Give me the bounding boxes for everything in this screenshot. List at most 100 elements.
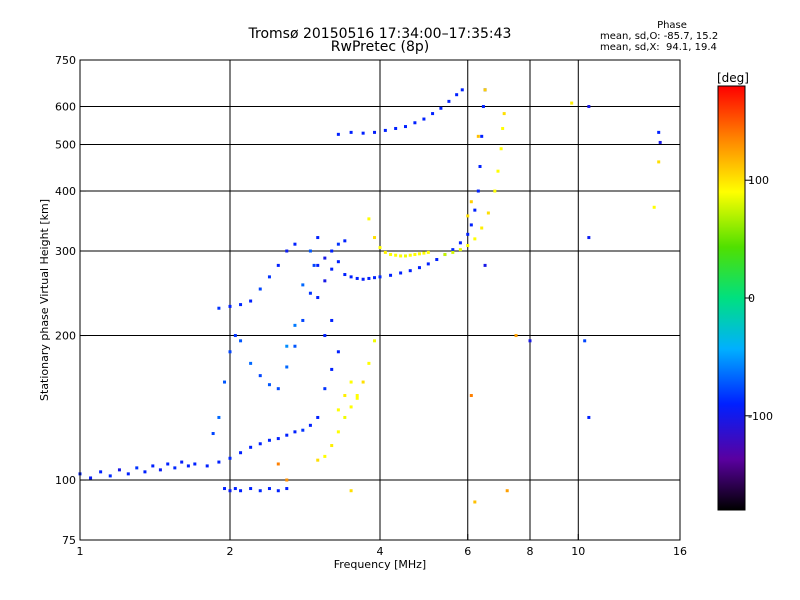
data-point-o xyxy=(308,291,312,295)
data-point-x xyxy=(496,169,500,173)
data-point-o xyxy=(205,464,209,468)
data-point-o xyxy=(267,275,271,279)
data-point-x xyxy=(466,214,470,218)
data-point-o xyxy=(451,248,455,252)
data-point-o xyxy=(323,256,327,260)
data-point-o xyxy=(336,260,340,264)
x-tick-label: 8 xyxy=(527,545,534,558)
y-tick-label: 500 xyxy=(55,139,76,152)
data-point-o xyxy=(330,318,334,322)
data-point-o xyxy=(258,287,262,291)
colorbar xyxy=(717,85,746,511)
phase-stats: Phase mean, sd,O: -85.7, 15.2 mean, sd,X… xyxy=(600,20,720,53)
colorbar-tick-label: -100 xyxy=(748,410,773,423)
data-point-o xyxy=(408,269,412,273)
data-point-o xyxy=(323,334,327,338)
data-point-o xyxy=(466,232,470,236)
data-point-o xyxy=(336,132,340,136)
y-tick-label: 100 xyxy=(55,474,76,487)
data-point-x xyxy=(473,237,477,241)
data-point-o xyxy=(135,466,139,470)
data-point-o xyxy=(403,125,407,129)
y-tick-label: 300 xyxy=(55,245,76,258)
data-point-x xyxy=(373,339,377,343)
data-point-o xyxy=(173,466,177,470)
data-point-o xyxy=(476,189,480,193)
data-point-o xyxy=(117,468,121,472)
x-tick-label: 16 xyxy=(673,545,687,558)
data-point-o xyxy=(378,275,382,279)
data-point-o xyxy=(528,339,532,343)
data-point-x xyxy=(469,200,473,204)
data-point-o xyxy=(478,164,482,168)
data-point-o xyxy=(373,276,377,280)
data-point-x xyxy=(276,462,280,466)
data-point-o xyxy=(217,306,221,310)
data-point-o xyxy=(239,339,243,343)
data-point-o xyxy=(285,344,289,348)
data-point-o xyxy=(435,258,439,262)
data-point-o xyxy=(293,242,297,246)
data-point-o xyxy=(312,263,316,267)
data-point-o xyxy=(239,489,243,493)
data-point-o xyxy=(483,263,487,267)
data-point-x xyxy=(367,361,371,365)
colorbar-label: [deg] xyxy=(717,71,749,85)
data-point-x xyxy=(483,88,487,92)
data-point-x xyxy=(403,254,407,258)
data-point-o xyxy=(349,275,353,279)
data-point-o xyxy=(193,462,197,466)
data-point-x xyxy=(417,252,421,256)
data-point-x xyxy=(652,205,656,209)
x-tick-label: 4 xyxy=(377,545,384,558)
data-point-x xyxy=(458,248,462,252)
data-point-x xyxy=(389,253,393,257)
data-point-x xyxy=(570,101,574,105)
data-point-x xyxy=(285,478,289,482)
data-point-x xyxy=(480,226,484,230)
data-point-o xyxy=(258,374,262,378)
phase-stats-x: mean, sd,X: 94.1, 19.4 xyxy=(600,42,717,53)
data-point-o xyxy=(373,130,377,134)
data-point-o xyxy=(267,438,271,442)
data-point-o xyxy=(316,236,320,240)
data-point-o xyxy=(151,464,155,468)
data-point-o xyxy=(469,223,473,227)
data-point-o xyxy=(276,489,280,493)
data-point-o xyxy=(308,249,312,253)
y-tick-label: 600 xyxy=(55,101,76,114)
data-point-o xyxy=(180,460,184,464)
phase-stats-heading: Phase xyxy=(657,20,687,31)
data-point-o xyxy=(323,387,327,391)
data-point-o xyxy=(431,112,435,116)
data-point-o xyxy=(258,442,262,446)
data-point-o xyxy=(394,126,398,130)
y-tick-label: 75 xyxy=(62,534,76,547)
data-point-o xyxy=(239,303,243,307)
data-points xyxy=(78,88,662,504)
data-point-x xyxy=(361,380,365,384)
chart-title: Tromsø 20150516 17:34:00–17:35:43 xyxy=(248,26,512,42)
data-point-o xyxy=(99,470,103,474)
data-point-o xyxy=(276,437,280,441)
data-point-o xyxy=(480,134,484,138)
data-point-o xyxy=(399,271,403,275)
data-point-x xyxy=(336,430,340,434)
data-point-x xyxy=(473,500,477,504)
data-point-o xyxy=(426,262,430,266)
data-point-x xyxy=(426,250,430,254)
data-point-o xyxy=(389,273,393,277)
data-point-o xyxy=(413,121,417,125)
data-point-x xyxy=(336,408,340,412)
data-point-x xyxy=(486,211,490,215)
data-point-o xyxy=(481,105,485,109)
data-point-o xyxy=(583,339,587,343)
data-point-x xyxy=(469,394,473,398)
data-point-o xyxy=(285,249,289,253)
data-point-x xyxy=(330,444,334,448)
data-point-x xyxy=(413,253,417,257)
data-point-x xyxy=(443,253,447,257)
axis-ticks: 1 2 4 6 8 10 16 75 100 200 300 400 500 600 750 xyxy=(55,54,687,558)
data-point-o xyxy=(89,476,93,480)
data-point-o xyxy=(249,361,253,365)
